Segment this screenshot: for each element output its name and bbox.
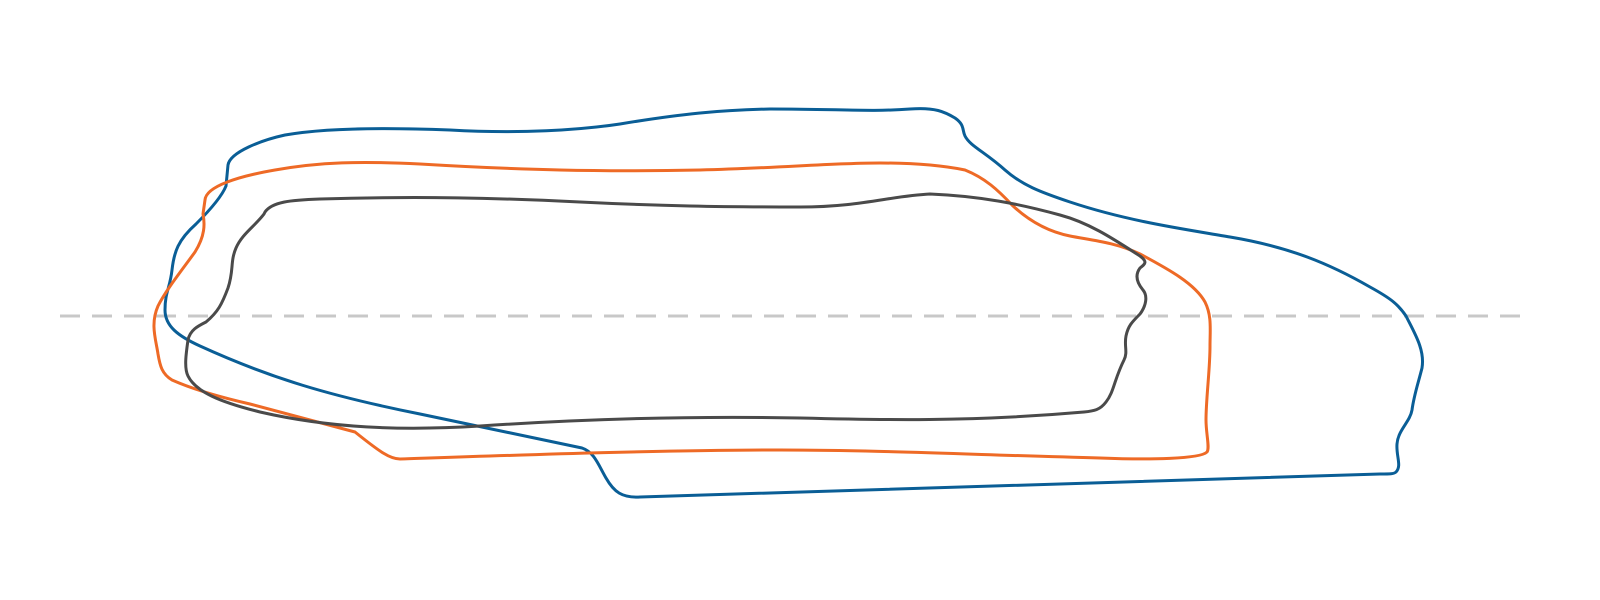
outer-outline: [163, 107, 1425, 499]
middle-outline: [152, 160, 1212, 461]
inner-outline: [184, 192, 1148, 430]
